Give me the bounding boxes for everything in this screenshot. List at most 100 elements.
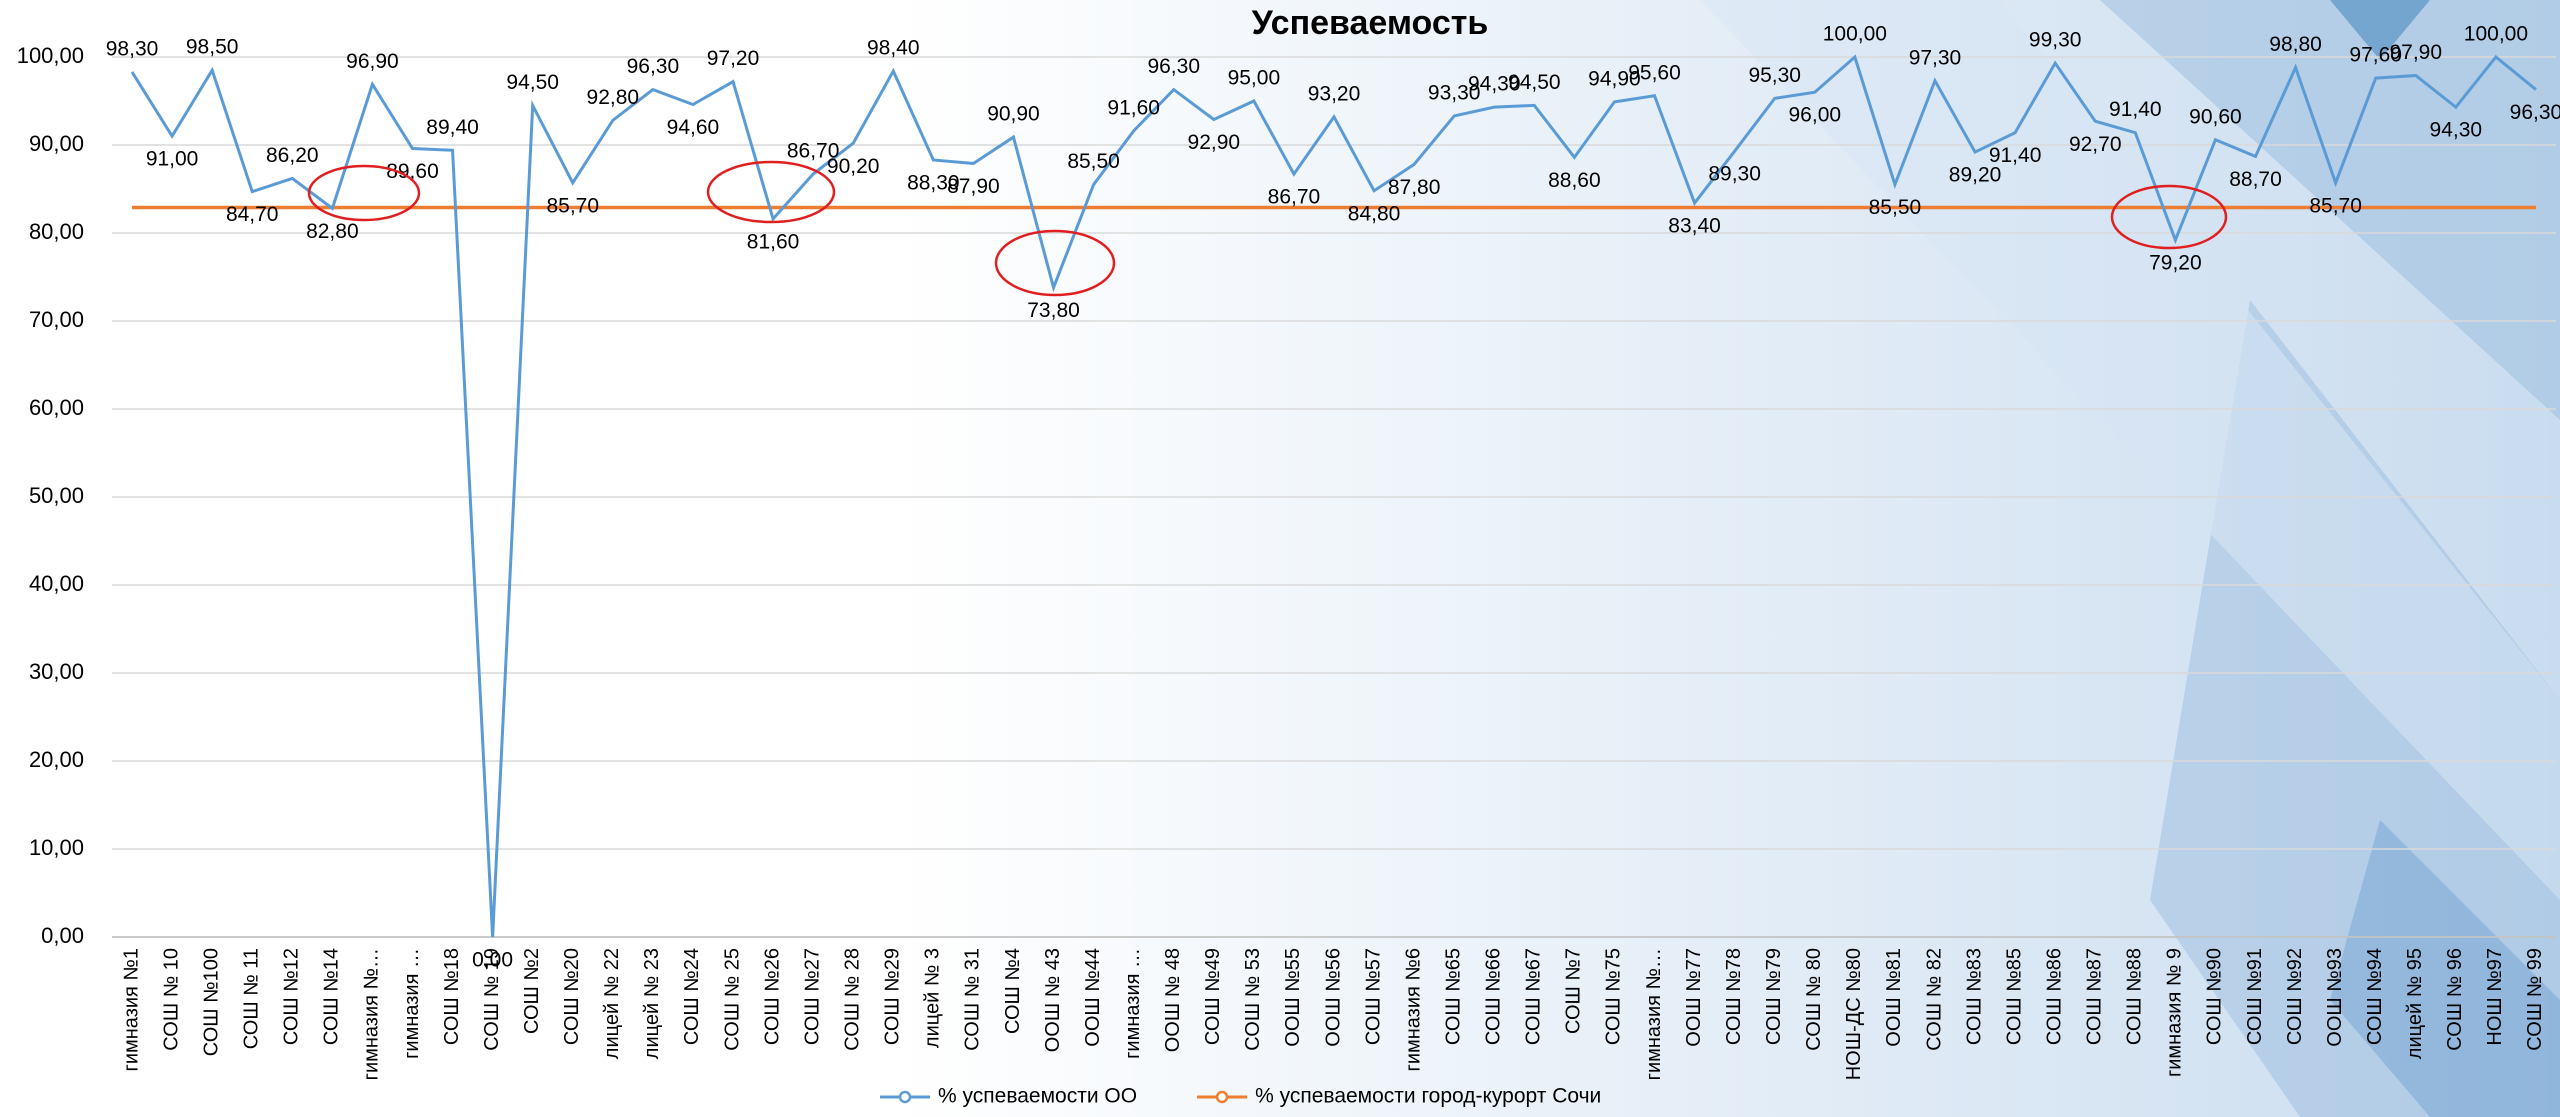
data-label: 0,00 — [472, 949, 513, 972]
data-label: 91,40 — [2109, 98, 2162, 121]
data-label: 87,90 — [947, 175, 1000, 198]
data-label: 89,30 — [1708, 163, 1761, 186]
x-tick-label: ООШ № 43 — [1042, 948, 1064, 1052]
data-label: 86,70 — [1268, 186, 1321, 209]
data-label: 93,20 — [1308, 82, 1361, 105]
data-label: 88,70 — [2229, 168, 2282, 191]
x-tick-label: СОШ №24 — [681, 948, 703, 1045]
x-tick-label: НОШ №97 — [2484, 948, 2506, 1046]
legend-marker — [900, 1092, 910, 1102]
data-label: 83,40 — [1668, 215, 1721, 238]
x-tick-label: СОШ № 53 — [1242, 948, 1264, 1051]
x-tick-label: СОШ №87 — [2084, 948, 2106, 1045]
x-tick-label: СОШ №92 — [2284, 948, 2306, 1045]
data-label: 85,70 — [546, 194, 599, 217]
y-tick-label: 30,00 — [29, 659, 84, 684]
x-tick-label: лицей № 95 — [2404, 948, 2426, 1059]
data-label: 97,30 — [1909, 46, 1962, 69]
x-tick-label: лицей № 22 — [601, 948, 623, 1059]
x-tick-label: гимназия № 9 — [2164, 948, 2186, 1077]
legend-label: % успеваемости ОО — [938, 1085, 1137, 1108]
x-tick-label: СОШ №66 — [1483, 948, 1505, 1045]
y-tick-label: 80,00 — [29, 219, 84, 244]
x-tick-label: СОШ № 82 — [1923, 948, 1945, 1051]
x-tick-label: СОШ № 96 — [2444, 948, 2466, 1051]
x-tick-label: ООШ №77 — [1683, 948, 1705, 1047]
y-tick-label: 100,00 — [17, 43, 84, 68]
data-label: 95,60 — [1628, 61, 1681, 84]
data-label: 88,60 — [1548, 169, 1601, 192]
x-tick-label: СОШ № 10 — [160, 948, 182, 1051]
data-label: 98,30 — [106, 38, 159, 61]
data-label: 73,80 — [1027, 299, 1080, 322]
data-label: 95,30 — [1748, 64, 1801, 87]
data-label: 86,20 — [266, 144, 319, 167]
data-label: 96,90 — [346, 50, 399, 73]
data-label: 96,30 — [1147, 55, 1200, 78]
x-tick-label: СОШ №57 — [1362, 948, 1384, 1045]
x-tick-label: СОШ №75 — [1603, 948, 1625, 1045]
x-tick-label: СОШ № 99 — [2524, 948, 2546, 1051]
x-tick-label: СОШ №29 — [882, 948, 904, 1045]
x-tick-label: гимназия … — [1122, 948, 1144, 1059]
data-label: 96,30 — [2510, 101, 2560, 124]
x-tick-label: СОШ №12 — [281, 948, 303, 1045]
data-label: 96,00 — [1789, 104, 1842, 127]
data-label: 97,20 — [707, 47, 760, 70]
x-tick-label: СОШ №49 — [1202, 948, 1224, 1045]
x-tick-label: ООШ №81 — [1883, 948, 1905, 1047]
x-tick-label: НОШ-ДС №80 — [1843, 948, 1865, 1080]
x-tick-label: СОШ №65 — [1442, 948, 1464, 1045]
x-tick-label: СОШ №18 — [441, 948, 463, 1045]
chart: Успеваемость 0,0010,0020,0030,0040,0050,… — [0, 0, 2560, 1117]
y-tick-label: 20,00 — [29, 747, 84, 772]
data-label: 91,00 — [146, 148, 199, 171]
x-tick-label: СОШ №27 — [801, 948, 823, 1045]
legend-label: % успеваемости город-курорт Сочи — [1255, 1085, 1601, 1108]
data-label: 84,80 — [1348, 202, 1401, 225]
data-label: 97,90 — [2389, 41, 2442, 64]
x-tick-label: СОШ № 31 — [962, 948, 984, 1051]
data-label: 84,70 — [226, 203, 279, 226]
x-tick-label: СОШ № 25 — [721, 948, 743, 1051]
x-tick-label: СОШ №79 — [1763, 948, 1785, 1045]
x-tick-label: лицей № 23 — [641, 948, 663, 1059]
data-label: 94,50 — [506, 71, 559, 94]
data-label: 98,50 — [186, 36, 239, 59]
x-tick-label: ООШ №56 — [1322, 948, 1344, 1047]
y-tick-label: 90,00 — [29, 131, 84, 156]
data-label: 85,50 — [1067, 150, 1120, 173]
x-tick-label: СОШ №20 — [561, 948, 583, 1045]
x-tick-label: СОШ №83 — [1963, 948, 1985, 1045]
data-label: 89,40 — [426, 116, 479, 139]
x-tick-label: ООШ №55 — [1282, 948, 1304, 1047]
x-tick-label: ООШ №93 — [2324, 948, 2346, 1047]
x-tick-label: гимназия №1 — [120, 948, 142, 1071]
x-tick-label: СОШ №85 — [2003, 948, 2025, 1045]
data-label: 92,80 — [587, 86, 640, 109]
page: {"chart_data": {"type": "line", "title":… — [0, 0, 2560, 1117]
data-label: 87,80 — [1388, 176, 1441, 199]
x-tick-label: СОШ №7 — [1563, 948, 1585, 1034]
data-label: 90,60 — [2189, 105, 2242, 128]
x-tick-label: гимназия … — [401, 948, 423, 1059]
x-tick-label: СОШ №4 — [1002, 948, 1024, 1034]
x-tick-label: СОШ № 28 — [841, 948, 863, 1051]
x-tick-label: гимназия №… — [361, 948, 383, 1080]
data-label: 91,40 — [1989, 144, 2042, 167]
x-tick-label: гимназия №… — [1643, 948, 1665, 1080]
x-tick-label: СОШ №88 — [2124, 948, 2146, 1045]
x-tick-label: СОШ №91 — [2244, 948, 2266, 1045]
x-tick-label: СОШ №94 — [2364, 948, 2386, 1045]
y-tick-label: 10,00 — [29, 835, 84, 860]
y-tick-label: 40,00 — [29, 571, 84, 596]
data-label: 92,90 — [1188, 131, 1241, 154]
data-label: 99,30 — [2029, 29, 2082, 52]
x-tick-label: СОШ №100 — [200, 948, 222, 1056]
y-tick-label: 60,00 — [29, 395, 84, 420]
data-label: 98,40 — [867, 37, 920, 60]
x-tick-label: СОШ №2 — [521, 948, 543, 1034]
data-label: 85,70 — [2309, 194, 2362, 217]
data-label: 100,00 — [1823, 23, 1887, 46]
data-label: 94,60 — [667, 116, 720, 139]
